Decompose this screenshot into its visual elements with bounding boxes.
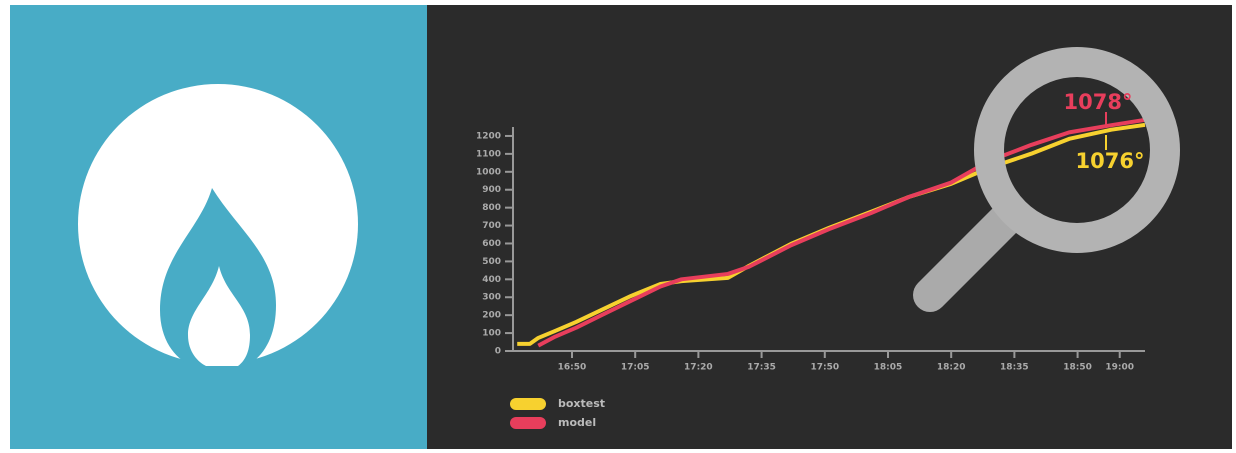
x-tick-label: 18:35: [1000, 363, 1029, 373]
y-tick-label: 500: [482, 257, 501, 267]
x-tick-label: 17:05: [621, 363, 650, 373]
x-tick-label: 16:50: [558, 363, 587, 373]
x-tick-label: 17:35: [747, 363, 776, 373]
annotation: 1076°: [1076, 149, 1145, 173]
legend-label: model: [558, 416, 596, 429]
y-tick-label: 800: [482, 203, 501, 213]
magnifier-ring: [974, 47, 1180, 253]
x-tick-label: 19:00: [1105, 363, 1134, 373]
legend-swatch: [510, 398, 546, 410]
x-tick-label: 17:50: [810, 363, 839, 373]
series-line: [537, 117, 1146, 348]
x-tick-label: 18:20: [937, 363, 966, 373]
x-tick-label: 18:50: [1063, 363, 1092, 373]
magnifier-handle: [913, 203, 1022, 312]
x-tick-label: 18:05: [874, 363, 903, 373]
y-tick-label: 100: [482, 329, 501, 339]
y-tick-label: 0: [495, 347, 501, 357]
legend-label: boxtest: [558, 397, 605, 410]
y-tick-label: 1100: [476, 149, 501, 159]
legend-swatch: [510, 417, 546, 429]
y-tick-label: 200: [482, 311, 501, 321]
y-tick-label: 900: [482, 185, 501, 195]
y-tick-label: 1200: [476, 131, 501, 141]
y-tick-label: 400: [482, 275, 501, 285]
y-tick-label: 300: [482, 293, 501, 303]
y-tick-label: 600: [482, 239, 501, 249]
y-tick-label: 700: [482, 221, 501, 231]
x-tick-label: 17:20: [684, 363, 713, 373]
annotation: 1078°: [1064, 90, 1133, 114]
flame-inner: [188, 266, 250, 366]
y-tick-label: 1000: [476, 167, 501, 177]
